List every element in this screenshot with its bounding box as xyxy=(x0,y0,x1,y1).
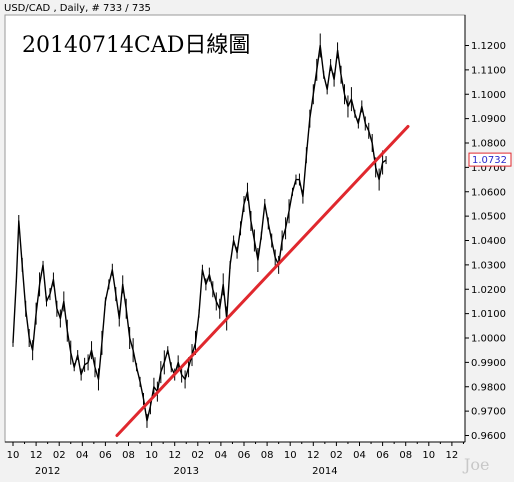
x-axis-ticks: 10 12 02 04 06 08 10 12 02 04 06 08 10 12 02 04 06 08 10 12… xyxy=(7,442,464,477)
current-price-box xyxy=(468,152,512,167)
y-tick-label: 1.0800 xyxy=(471,139,506,150)
watermark: Joe xyxy=(462,455,490,474)
y-tick-label: 1.0300 xyxy=(471,260,506,271)
x-tick-label: 10 xyxy=(284,450,297,461)
x-tick-label: 10 xyxy=(145,450,158,461)
y-tick-label: 1.0000 xyxy=(471,334,506,345)
x-tick-label: 02 xyxy=(53,450,66,461)
y-tick-label: 1.0600 xyxy=(471,187,506,198)
x-tick-label: 08 xyxy=(261,450,274,461)
series-layer xyxy=(12,33,410,437)
x-year-label: 2012 xyxy=(35,466,60,477)
y-tick-label: 1.1100 xyxy=(471,65,506,76)
x-tick-label: 08 xyxy=(399,450,412,461)
x-tick-label: 08 xyxy=(122,450,135,461)
x-tick-label: 04 xyxy=(215,450,228,461)
y-tick-label: 1.0900 xyxy=(471,114,506,125)
y-tick-label: 1.1200 xyxy=(471,41,506,52)
x-tick-label: 10 xyxy=(7,450,20,461)
x-tick-label: 10 xyxy=(422,450,435,461)
x-year-label: 2014 xyxy=(312,466,337,477)
x-tick-label: 02 xyxy=(191,450,204,461)
x-tick-label: 06 xyxy=(99,450,112,461)
x-tick-label: 12 xyxy=(30,450,43,461)
current-price-label: 1.0732 xyxy=(472,155,507,166)
trend-line xyxy=(115,124,410,437)
y-tick-label: 0.9800 xyxy=(471,382,506,393)
x-tick-label: 12 xyxy=(446,450,459,461)
y-tick-label: 0.9700 xyxy=(471,407,506,418)
y-tick-label: 1.0100 xyxy=(471,309,506,320)
y-tick-label: 0.9900 xyxy=(471,358,506,369)
y-tick-label: 1.0500 xyxy=(471,212,506,223)
x-year-label: 2013 xyxy=(174,466,199,477)
y-tick-label: 1.0400 xyxy=(471,236,506,247)
chart-title: 20140714CAD日線圖 xyxy=(22,33,250,58)
current-price-marker: 1.0732 xyxy=(468,152,512,167)
x-tick-label: 06 xyxy=(376,450,389,461)
x-tick-label: 04 xyxy=(76,450,89,461)
x-tick-label: 06 xyxy=(238,450,251,461)
y-tick-label: 0.9600 xyxy=(471,431,506,442)
x-tick-label: 04 xyxy=(353,450,366,461)
y-tick-label: 1.0200 xyxy=(471,285,506,296)
y-axis-ticks: 0.9600 0.9700 0.9800 0.9900 1.0000 1.0100 1.02… xyxy=(465,41,506,442)
x-tick-label: 12 xyxy=(168,450,181,461)
x-tick-label: 12 xyxy=(307,450,320,461)
chart-header: USD/CAD , Daily, # 733 / 735 xyxy=(4,3,151,14)
plot-area xyxy=(4,14,466,443)
x-tick-label: 02 xyxy=(330,450,343,461)
y-tick-label: 1.1000 xyxy=(471,90,506,101)
y-tick-label: 1.0700 xyxy=(471,163,506,174)
